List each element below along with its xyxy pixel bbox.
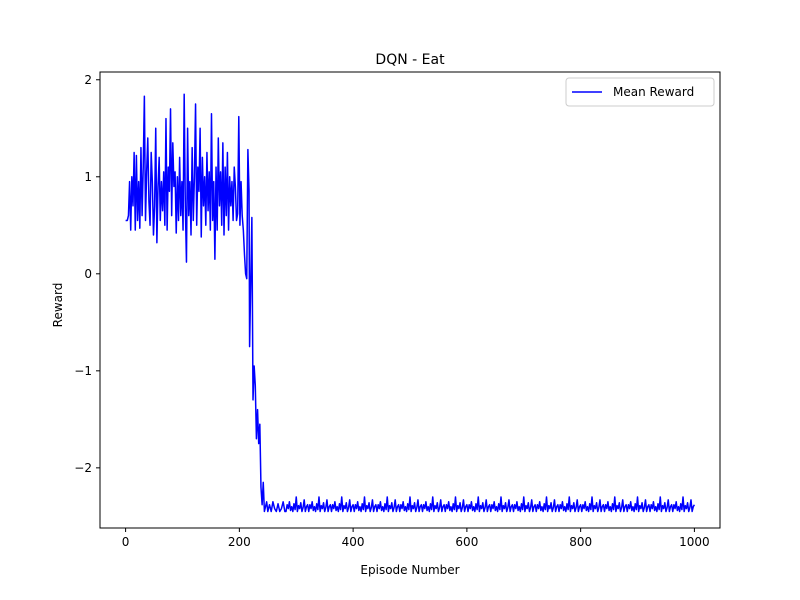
chart-title: DQN - Eat bbox=[375, 52, 445, 68]
legend-label: Mean Reward bbox=[613, 85, 694, 99]
x-axis: 0 200 400 600 800 1000 bbox=[122, 528, 710, 549]
x-tick-label: 0 bbox=[122, 535, 130, 549]
y-tick-label: 1 bbox=[84, 170, 92, 184]
y-tick-label: −1 bbox=[74, 364, 92, 378]
y-axis-label: Reward bbox=[51, 283, 65, 328]
x-tick-label: 400 bbox=[342, 535, 365, 549]
legend-box bbox=[565, 77, 715, 107]
y-axis: −2 −1 0 1 2 bbox=[74, 73, 100, 475]
y-tick-label: 2 bbox=[84, 73, 92, 87]
axes-frame bbox=[99, 71, 721, 529]
x-tick-label: 800 bbox=[569, 535, 592, 549]
legend: Mean Reward bbox=[565, 77, 715, 107]
y-tick-label: −2 bbox=[74, 461, 92, 475]
x-tick-label: 1000 bbox=[679, 535, 710, 549]
x-axis-label: Episode Number bbox=[360, 563, 459, 577]
y-tick-label: 0 bbox=[84, 267, 92, 281]
x-tick-label: 200 bbox=[228, 535, 251, 549]
plot-area bbox=[99, 71, 721, 529]
series-line-mean-reward bbox=[125, 93, 696, 513]
x-tick-label: 600 bbox=[455, 535, 478, 549]
